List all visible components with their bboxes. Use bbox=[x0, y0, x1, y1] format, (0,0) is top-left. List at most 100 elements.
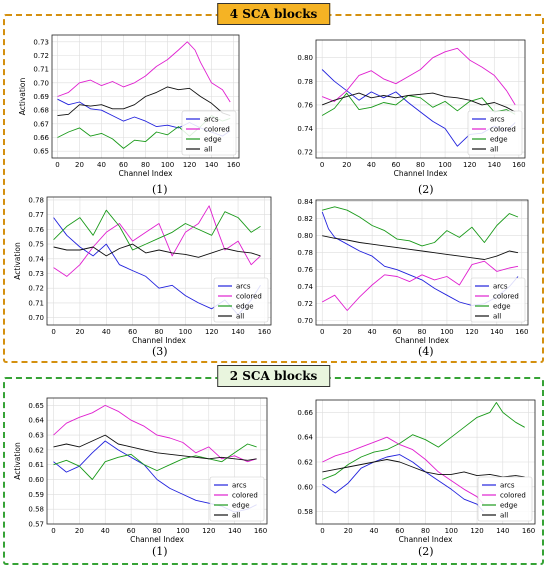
y-tick-label: 0.70 bbox=[28, 314, 44, 322]
x-tick-label: 0 bbox=[320, 527, 324, 535]
series-line-edge bbox=[53, 209, 261, 251]
x-tick-label: 0 bbox=[51, 328, 55, 336]
plot-area: 0 20 40 60 80 100 120 140 160 0.72 0.74 0.76 0.78 0.8… bbox=[297, 39, 526, 178]
caption-4sca-2: (2) bbox=[418, 183, 434, 196]
x-tick-label: 100 bbox=[179, 328, 192, 336]
legend-label-colored: colored bbox=[236, 293, 262, 301]
x-tick-label: 60 bbox=[391, 161, 400, 169]
legend-label-colored: colored bbox=[493, 293, 519, 301]
y-tick-label: 0.64 bbox=[297, 434, 313, 442]
legend-label-all: all bbox=[493, 313, 501, 321]
chart-4sca-2: 0 20 40 60 80 100 120 140 160 0.72 0.74 0.76 0.78 0.8… bbox=[297, 39, 526, 178]
x-tick-label: 160 bbox=[522, 527, 535, 535]
x-tick-label: 20 bbox=[75, 161, 84, 169]
x-tick-label: 80 bbox=[418, 328, 427, 336]
series-line-colored bbox=[53, 205, 261, 277]
y-tick-label: 0.78 bbox=[297, 249, 313, 257]
series-line-colored bbox=[322, 436, 484, 505]
legend-label-edge: edge bbox=[490, 136, 508, 144]
legend-label-arcs: arcs bbox=[232, 482, 247, 490]
legend-label-colored: colored bbox=[500, 492, 526, 500]
y-axis-label: Activation bbox=[18, 77, 27, 115]
legend-label-arcs: arcs bbox=[493, 283, 508, 291]
x-tick-label: 120 bbox=[183, 161, 196, 169]
x-axis-label: Channel Index bbox=[132, 336, 186, 345]
series-line-all bbox=[322, 459, 525, 478]
x-tick-label: 120 bbox=[205, 328, 218, 336]
legend: arcs colored edge all bbox=[181, 110, 237, 156]
series-line-edge bbox=[322, 402, 525, 480]
series-line-colored bbox=[53, 404, 257, 463]
y-tick-label: 0.60 bbox=[28, 476, 44, 484]
x-tick-label: 160 bbox=[254, 527, 267, 535]
x-tick-label: 120 bbox=[470, 527, 483, 535]
y-tick-label: 0.73 bbox=[33, 38, 49, 46]
plot-frame bbox=[315, 39, 526, 159]
series-line-all bbox=[53, 434, 257, 461]
x-tick-label: 40 bbox=[97, 161, 106, 169]
legend-label-arcs: arcs bbox=[204, 116, 219, 124]
caption-4sca-3: (3) bbox=[152, 345, 168, 358]
x-tick-label: 40 bbox=[367, 161, 376, 169]
y-tick-label: 0.58 bbox=[297, 508, 313, 516]
y-axis-label: Activation bbox=[13, 242, 22, 280]
legend-label-all: all bbox=[490, 146, 498, 154]
series-line-all bbox=[321, 92, 516, 113]
plot-area: 0 20 40 60 80 100 120 140 160 0.57 0.58 0.59 0.60 0.6… bbox=[13, 397, 268, 544]
series-line-all bbox=[322, 235, 519, 260]
legend-label-colored: colored bbox=[490, 126, 516, 134]
y-tick-label: 0.66 bbox=[33, 134, 49, 142]
x-tick-label: 100 bbox=[438, 161, 451, 169]
legend: arcs colored edge all bbox=[467, 110, 523, 156]
x-tick-label: 160 bbox=[515, 328, 528, 336]
x-tick-label: 40 bbox=[101, 527, 110, 535]
caption-2sca-1: (1) bbox=[152, 545, 168, 558]
chart-2sca-2: 0 20 40 60 80 100 120 140 160 0.58 0.60 0.62 0.64 0.6… bbox=[297, 399, 536, 544]
x-tick-label: 20 bbox=[343, 328, 352, 336]
series-line-arcs bbox=[322, 454, 484, 512]
x-tick-label: 100 bbox=[445, 527, 458, 535]
legend-label-all: all bbox=[500, 512, 508, 520]
legend-box bbox=[467, 110, 523, 156]
legend-label-edge: edge bbox=[204, 136, 222, 144]
y-tick-label: 0.76 bbox=[28, 226, 44, 234]
series-line-edge bbox=[322, 206, 519, 247]
legend-label-all: all bbox=[236, 313, 244, 321]
chart-4sca-1: 0 20 40 60 80 100 120 140 160 0.65 0.66 0.67 0.68 0.6… bbox=[18, 34, 240, 178]
series-line-colored bbox=[321, 260, 519, 311]
x-tick-label: 100 bbox=[176, 527, 189, 535]
x-tick-label: 140 bbox=[231, 328, 244, 336]
plot-frame bbox=[315, 399, 536, 525]
x-axis-label: Channel Index bbox=[399, 535, 453, 544]
y-tick-label: 0.78 bbox=[297, 78, 313, 86]
legend-label-edge: edge bbox=[232, 502, 250, 510]
y-tick-label: 0.62 bbox=[28, 446, 44, 454]
x-tick-label: 140 bbox=[228, 527, 241, 535]
y-tick-label: 0.66 bbox=[297, 409, 313, 417]
legend: arcs colored edge all bbox=[477, 476, 533, 522]
x-tick-label: 80 bbox=[421, 527, 430, 535]
x-tick-label: 0 bbox=[320, 328, 324, 336]
x-tick-label: 140 bbox=[496, 527, 509, 535]
y-tick-label: 0.70 bbox=[33, 79, 49, 87]
y-tick-label: 0.58 bbox=[28, 506, 44, 514]
y-tick-label: 0.74 bbox=[28, 255, 44, 263]
y-tick-label: 0.74 bbox=[297, 283, 313, 291]
x-tick-label: 120 bbox=[463, 161, 476, 169]
y-tick-label: 0.76 bbox=[297, 101, 313, 109]
y-tick-label: 0.70 bbox=[297, 317, 313, 325]
x-tick-label: 80 bbox=[153, 527, 162, 535]
x-axis-label: Channel Index bbox=[119, 169, 173, 178]
caption-4sca-1: (1) bbox=[152, 183, 168, 196]
legend-label-arcs: arcs bbox=[236, 283, 251, 291]
chart-2sca-1: 0 20 40 60 80 100 120 140 160 0.57 0.58 0.59 0.60 0.6… bbox=[13, 397, 268, 544]
legend-box bbox=[209, 476, 265, 522]
x-axis-label: Channel Index bbox=[394, 169, 448, 178]
plot-area: 0 20 40 60 80 100 120 140 160 0.65 0.66 0.67 0.68 0.6… bbox=[18, 34, 240, 178]
legend-label-colored: colored bbox=[204, 126, 230, 134]
plot-frame bbox=[315, 199, 529, 326]
plot-area: 0 20 40 60 80 100 120 140 160 0.70 0.72 0.74 0.76 0.7… bbox=[297, 198, 528, 345]
y-tick-label: 0.67 bbox=[33, 120, 49, 128]
x-axis-label: Channel Index bbox=[395, 336, 449, 345]
series-line-colored bbox=[321, 47, 516, 106]
